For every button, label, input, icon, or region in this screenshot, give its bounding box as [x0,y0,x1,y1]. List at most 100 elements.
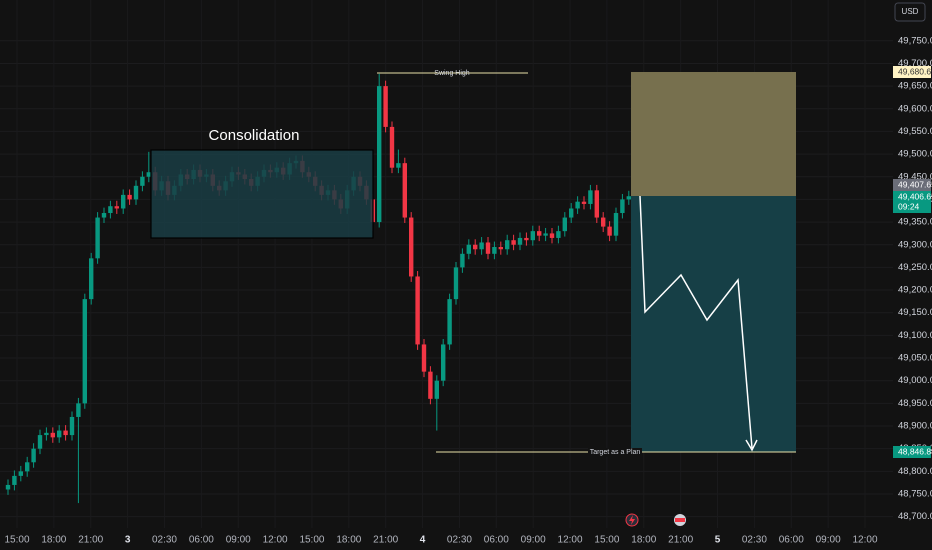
candle-body [460,253,465,268]
x-tick-label: 09:00 [226,535,251,546]
candle-body [466,244,471,254]
candle-body [18,471,23,476]
x-tick-label: 15:00 [299,535,324,546]
candle-body [447,299,452,345]
y-tick-label: 49,050.00 [898,353,932,364]
last-tag-label: 49,406.65 [898,191,932,201]
candle-body [543,233,548,236]
x-tick-label: 02:30 [152,535,177,546]
target-zone [631,196,796,452]
candle-body [108,206,113,214]
candle-body [383,86,388,127]
flag-icon-band [675,518,685,522]
candle-body [25,462,30,472]
candle-body [562,217,567,232]
candle-body [588,190,593,204]
candle-body [428,371,433,399]
y-tick-label: 48,750.00 [898,489,932,500]
candle-body [63,430,68,436]
candle-body [485,242,491,254]
candle-body [69,416,75,436]
swing-high-label: Swing High [434,70,470,77]
y-tick-label: 49,100.00 [898,330,932,341]
y-tick-label: 49,600.00 [898,103,932,114]
candle-body [581,201,587,204]
x-tick-label: 3 [125,535,131,546]
y-tick-label: 49,750.00 [898,35,932,46]
candle-body [76,403,81,417]
y-tick-label: 49,550.00 [898,126,932,137]
candle-body [133,185,139,200]
y-tick-label: 49,250.00 [898,262,932,273]
candle-body [511,240,516,245]
target-label: Target as a Plan [590,449,641,456]
candle-body [434,380,439,399]
target-tag [893,446,931,458]
candle-body [601,217,606,227]
candle-body [569,208,574,218]
candle-body [389,126,395,168]
projection-arrow [745,439,758,452]
x-tick-label: 5 [715,535,721,546]
candle-body [517,237,523,245]
candle-body [421,344,427,372]
candle-body [82,299,87,404]
last-tag [893,191,931,213]
candle-body [50,432,55,438]
previous-tag-label: 49,407.65 [898,179,932,189]
candle-body [575,201,580,209]
candle-body [613,213,619,236]
y-tick-label: 49,700.00 [898,58,932,69]
candle-body [537,231,542,236]
stop-tag-label: 49,680.65 [898,66,932,76]
candle-body [5,484,11,490]
x-tick-label: 15:00 [4,535,29,546]
candle-body [453,267,459,300]
y-tick-label: 49,450.00 [898,171,932,182]
candle-body [556,231,561,238]
target-label-bg [588,448,642,457]
candle-body [492,247,497,254]
x-tick-label: 02:30 [447,535,472,546]
candle-body [127,194,132,200]
currency: USD [902,7,919,16]
event-icon-bolt [629,515,635,525]
consolidation-box [150,149,374,239]
stop-zone [631,72,796,196]
x-tick-label: 12:00 [263,535,288,546]
candle-body [12,475,17,485]
y-tick-label: 48,800.00 [898,466,932,477]
x-tick-label: 15:00 [594,535,619,546]
x-tick-label: 18:00 [41,535,66,546]
y-tick-label: 49,350.00 [898,217,932,228]
candle-body [594,190,599,218]
x-tick-label: 21:00 [668,535,693,546]
candle-body [409,217,414,277]
candle-body [114,206,119,209]
countdown: 09:24 [898,201,920,211]
candle-body [101,213,107,218]
y-tick-label: 48,950.00 [898,398,932,409]
x-tick-label: 02:30 [742,535,767,546]
y-tick-label: 49,200.00 [898,285,932,296]
candle-body [549,233,555,238]
x-tick-label: 18:00 [336,535,361,546]
candle-body [479,242,484,250]
candle-body [530,231,535,241]
projection-path [639,195,753,449]
candle-body [505,240,510,250]
x-tick-label: 06:00 [189,535,214,546]
candle-body [31,448,36,463]
candle-body [377,86,382,223]
candle-body [498,247,503,250]
currency-button[interactable] [894,2,926,22]
y-tick-label: 48,900.00 [898,421,932,432]
candle-body [620,199,625,214]
price-axis: 48,700.0048,750.0048,800.0048,850.0048,9… [898,35,932,522]
previous-tag [893,179,931,191]
x-tick-label: 06:00 [779,535,804,546]
y-tick-label: 49,150.00 [898,307,932,318]
time-axis: 15:00 18:00 21:00 3 02:30 06:00 09:00 12:00 15:0… [4,535,877,546]
candle-body [415,276,420,345]
